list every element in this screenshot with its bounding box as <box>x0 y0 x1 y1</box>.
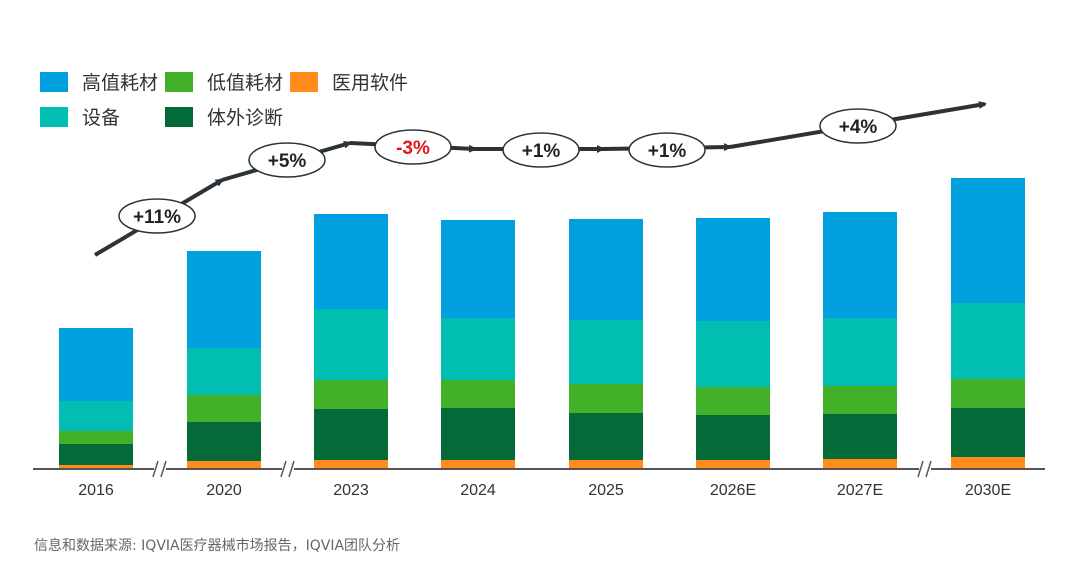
growth-label: +4% <box>839 117 878 138</box>
growth-bubble <box>118 198 196 234</box>
legend-label: 设备 <box>82 107 121 129</box>
bar-segment <box>59 401 133 431</box>
legend-label: 体外诊断 <box>207 107 284 129</box>
bar-segment <box>314 380 388 409</box>
bar-segment <box>951 408 1025 457</box>
bar-segment <box>314 409 388 460</box>
bar-segment <box>59 444 133 465</box>
bar-segment <box>187 348 261 395</box>
growth-bubble <box>502 132 580 168</box>
legend-label: 高值耗材 <box>82 72 159 94</box>
bar-segment <box>569 219 643 320</box>
bar-segment <box>59 328 133 401</box>
bar-segment <box>59 465 133 469</box>
axis-break-mark <box>288 460 295 478</box>
x-tick-label: 2025 <box>588 482 624 499</box>
bar-segment <box>951 379 1025 408</box>
growth-bubble <box>819 108 897 144</box>
bar-segment <box>59 431 133 444</box>
bar-segment <box>187 395 261 422</box>
bar-segment <box>314 214 388 309</box>
legend-item: 体外诊断 <box>165 103 290 130</box>
bar-segment <box>696 460 770 469</box>
growth-label: +5% <box>268 151 307 172</box>
legend-swatch <box>165 71 193 92</box>
bar-segment <box>696 415 770 460</box>
growth-bubble <box>248 142 326 178</box>
bar-segment <box>187 461 261 469</box>
bar-segment <box>441 408 515 460</box>
legend-item: 高值耗材 <box>40 68 165 95</box>
bar-segment <box>951 178 1025 303</box>
x-tick-label: 2023 <box>333 482 369 499</box>
source-note: 信息和数据来源: IQVIA医疗器械市场报告，IQVIA团队分析 <box>34 538 401 554</box>
legend-swatch <box>40 71 68 92</box>
bar-segment <box>823 459 897 469</box>
bar-segment <box>187 422 261 461</box>
bar-segment <box>569 460 643 469</box>
axis-break-mark <box>917 460 924 478</box>
x-tick-label: 2030E <box>965 482 1011 499</box>
growth-label: +1% <box>648 141 687 162</box>
bar-segment <box>696 321 770 387</box>
bar-segment <box>441 318 515 380</box>
legend-item: 医用软件 <box>290 68 430 95</box>
axis-break-mark <box>160 460 167 478</box>
x-tick-label: 2016 <box>78 482 114 499</box>
bar-segment <box>187 251 261 348</box>
x-tick-label: 2026E <box>710 482 756 499</box>
bar-segment <box>823 414 897 459</box>
legend-item: 低值耗材 <box>165 68 290 95</box>
bar-segment <box>441 220 515 318</box>
growth-label: +1% <box>522 141 561 162</box>
bar-segment <box>569 413 643 460</box>
axis-break-mark <box>280 460 287 478</box>
bar-segment <box>696 218 770 321</box>
bar-segment <box>823 318 897 386</box>
bar-segment <box>951 303 1025 379</box>
bar-segment <box>314 460 388 469</box>
legend-label: 医用软件 <box>332 72 409 94</box>
x-tick-label: 2020 <box>206 482 242 499</box>
bar-segment <box>441 380 515 408</box>
axis-break-mark <box>152 460 159 478</box>
x-tick-label: 2027E <box>837 482 883 499</box>
bar-segment <box>951 457 1025 469</box>
axis-break-mark <box>925 460 932 478</box>
legend-swatch <box>40 106 68 127</box>
bar-segment <box>569 320 643 384</box>
legend-swatch <box>290 71 318 92</box>
bar-segment <box>441 460 515 469</box>
legend-label: 低值耗材 <box>207 72 284 94</box>
bar-segment <box>569 384 643 413</box>
bar-segment <box>823 386 897 414</box>
legend-swatch <box>165 106 193 127</box>
growth-bubble <box>374 129 452 165</box>
growth-bubble <box>628 132 706 168</box>
legend-item: 设备 <box>40 103 165 130</box>
bar-segment <box>314 309 388 380</box>
bar-segment <box>823 212 897 318</box>
x-tick-label: 2024 <box>460 482 496 499</box>
chart-legend: 高值耗材 低值耗材 医用软件设备 体外诊断 <box>40 68 430 130</box>
growth-label: -3% <box>396 138 430 159</box>
growth-label: +11% <box>133 207 181 228</box>
bar-segment <box>696 387 770 415</box>
